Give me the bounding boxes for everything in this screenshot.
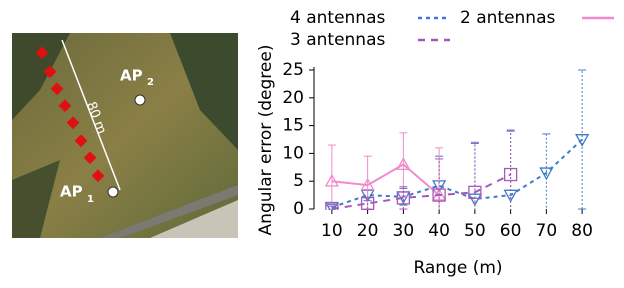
legend-label: 4 antennas — [290, 8, 386, 28]
y-tick-label: 10 — [282, 143, 304, 163]
x-tick-label: 10 — [321, 221, 343, 241]
ap1-sub: 1 — [87, 194, 94, 205]
legend-label: 2 antennas — [460, 8, 556, 28]
x-tick-label: 70 — [536, 221, 558, 241]
ap2-label: AP — [120, 67, 143, 85]
series-line — [332, 165, 439, 196]
y-tick-label: 0 — [293, 199, 304, 219]
x-tick-label: 80 — [571, 221, 593, 241]
marker — [469, 194, 481, 205]
x-tick-label: 40 — [428, 221, 450, 241]
x-tick-label: 50 — [464, 221, 486, 241]
page: AP 2 AP 1 80 m Angular error (degree) Ra… — [0, 0, 624, 284]
y-tick-label: 20 — [282, 88, 304, 108]
y-tick-label: 5 — [293, 171, 304, 191]
figure: AP 2 AP 1 80 m Angular error (degree) Ra… — [0, 0, 624, 284]
x-tick-label: 60 — [500, 221, 522, 241]
y-axis-title: Angular error (degree) — [256, 45, 276, 236]
error-bar — [364, 198, 372, 209]
y-tick-label: 15 — [282, 116, 304, 136]
aerial-photo: AP 2 AP 1 80 m — [12, 33, 238, 238]
error-bar — [507, 130, 515, 219]
y-tick-label: 25 — [282, 60, 304, 80]
x-tick-label: 20 — [357, 221, 379, 241]
x-axis-title: Range (m) — [413, 258, 502, 278]
ap1-label: AP — [60, 183, 83, 201]
legend-label: 3 antennas — [290, 30, 386, 50]
x-tick-label: 30 — [393, 221, 415, 241]
ap2-sub: 2 — [147, 77, 154, 88]
